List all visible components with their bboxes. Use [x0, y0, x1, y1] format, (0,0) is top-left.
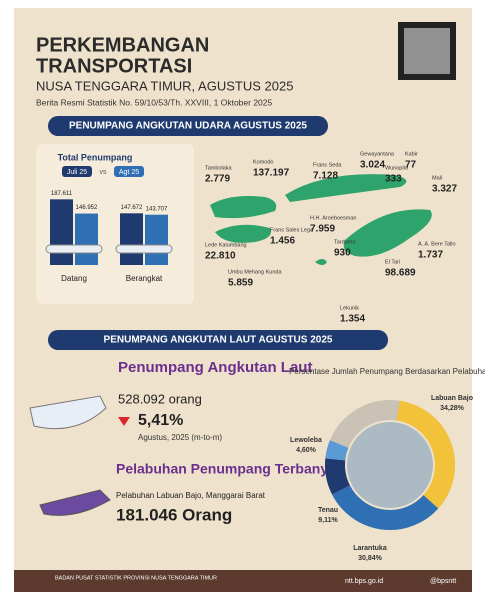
bar-label: 146.952 — [76, 205, 98, 211]
airport-name: Umbu Mehang Kunda — [228, 269, 282, 275]
donut-label: 4,60% — [296, 447, 317, 454]
bar-label: 143.707 — [146, 206, 168, 212]
legend-vs: vs — [100, 169, 108, 176]
airport-value: 1.737 — [418, 250, 443, 261]
banner-text: PENUMPANG ANGKUTAN UDARA AGUSTUS 2025 — [69, 121, 307, 132]
donut-name: Lewoleba — [290, 437, 322, 444]
title: TRANSPORTASI — [36, 55, 192, 77]
airport-value: 1.456 — [270, 236, 295, 247]
airport-name: Lekunik — [340, 305, 359, 311]
airport-value: 333 — [385, 174, 402, 185]
island — [315, 259, 327, 265]
airport-name: Gewayantana — [360, 151, 395, 157]
airport-value: 7.128 — [313, 171, 338, 182]
island — [210, 196, 277, 219]
airport-name: Wunopito — [385, 165, 408, 171]
donut-title: Persentase Jumlah Penumpang Berdasarkan … — [289, 367, 485, 376]
footer-social: @bpsntt — [430, 578, 456, 585]
qr-pattern — [404, 28, 450, 74]
group-label: Datang — [61, 274, 87, 283]
banner — [48, 330, 388, 350]
title: PERKEMBANGAN — [36, 34, 209, 56]
airport-value: 77 — [405, 160, 417, 171]
airport-value: 7.959 — [310, 224, 335, 235]
bar-label: 187.611 — [51, 191, 73, 197]
airport-value: 5.859 — [228, 278, 253, 289]
airport-value: 137.197 — [253, 168, 290, 179]
airport-name: Frans Sales Lega — [270, 227, 314, 233]
donut-segment — [325, 458, 351, 495]
legend-label: Juli 25 — [67, 169, 87, 176]
legend-label: Agt 25 — [119, 169, 139, 176]
subtitle: NUSA TENGGARA TIMUR, AGUSTUS 2025 — [36, 78, 293, 93]
airport-name: El Tari — [385, 259, 400, 265]
sea-change: 5,41% — [138, 412, 183, 429]
donut-name: Tenau — [318, 507, 338, 514]
banner-text: PENUMPANG ANGKUTAN LAUT AGUSTUS 2025 — [104, 335, 333, 346]
port-name: Pelabuhan Labuan Bajo, Manggarai Barat — [116, 491, 266, 500]
bar-label: 147.672 — [121, 205, 143, 211]
banner — [48, 116, 328, 136]
airport-name: A. A. Bere Tallo — [418, 241, 456, 247]
legend-swatch — [62, 166, 92, 177]
airport-value: 98.689 — [385, 268, 416, 279]
bar — [145, 214, 168, 265]
airport-name: Tambolaka — [205, 165, 233, 171]
island — [343, 209, 432, 257]
airport-name: Frans Seda — [313, 162, 342, 168]
plane-icon — [45, 244, 103, 254]
airport-value: 22.810 — [205, 251, 236, 262]
donut-label: 30,84% — [358, 555, 383, 562]
airport-value: 2.779 — [205, 174, 230, 185]
bar — [50, 199, 73, 265]
airport-name: Lede Kalumbang — [205, 242, 247, 248]
island — [285, 174, 407, 202]
panel-title: Total Penumpang — [58, 152, 133, 162]
sea-period: Agustus, 2025 (m-to-m) — [138, 433, 222, 442]
airport-name: H.H. Aroeboesman — [310, 215, 356, 221]
airport-value: 3.024 — [360, 160, 385, 171]
island — [215, 224, 271, 243]
airport-value: 1.354 — [340, 314, 365, 325]
footer — [14, 570, 472, 592]
airport-name: Komodo — [253, 159, 274, 165]
airport-value: 930 — [334, 248, 351, 259]
donut-name: Labuan Bajo — [431, 395, 473, 402]
bar — [120, 213, 143, 265]
donut-label: 9,11% — [318, 517, 338, 524]
port-heading: Pelabuhan Penumpang Terbanyak — [116, 461, 344, 477]
footer-agency: BADAN PUSAT STATISTIK PROVINSI NUSA TENG… — [55, 575, 217, 581]
sea-heading: Penumpang Angkutan Laut — [118, 359, 312, 376]
plane-icon — [115, 244, 173, 254]
footer-site: ntt.bps.go.id — [345, 578, 383, 585]
donut-segment — [332, 485, 439, 530]
donut-segment — [325, 440, 349, 461]
bar — [75, 213, 98, 265]
airport-name: Tardamu — [334, 239, 355, 245]
donut-segment — [396, 400, 455, 509]
airport-value: 3.327 — [432, 184, 457, 195]
down-arrow — [118, 417, 130, 426]
port-illustration — [347, 422, 433, 508]
port-total: 181.046 Orang — [116, 505, 232, 524]
airport-name: Kabir — [405, 151, 418, 157]
airport-name: Mali — [432, 175, 442, 181]
group-label: Berangkat — [126, 274, 163, 283]
legend-swatch — [114, 166, 144, 177]
donut-name: Larantuka — [353, 545, 387, 552]
ship-icon — [29, 395, 107, 430]
map — [210, 174, 432, 265]
donut-label: 34,28% — [440, 405, 465, 412]
reference: Berita Resmi Statistik No. 59/10/53/Th. … — [36, 97, 272, 107]
ship-icon — [39, 489, 111, 516]
sea-total: 528.092 orang — [118, 391, 202, 406]
